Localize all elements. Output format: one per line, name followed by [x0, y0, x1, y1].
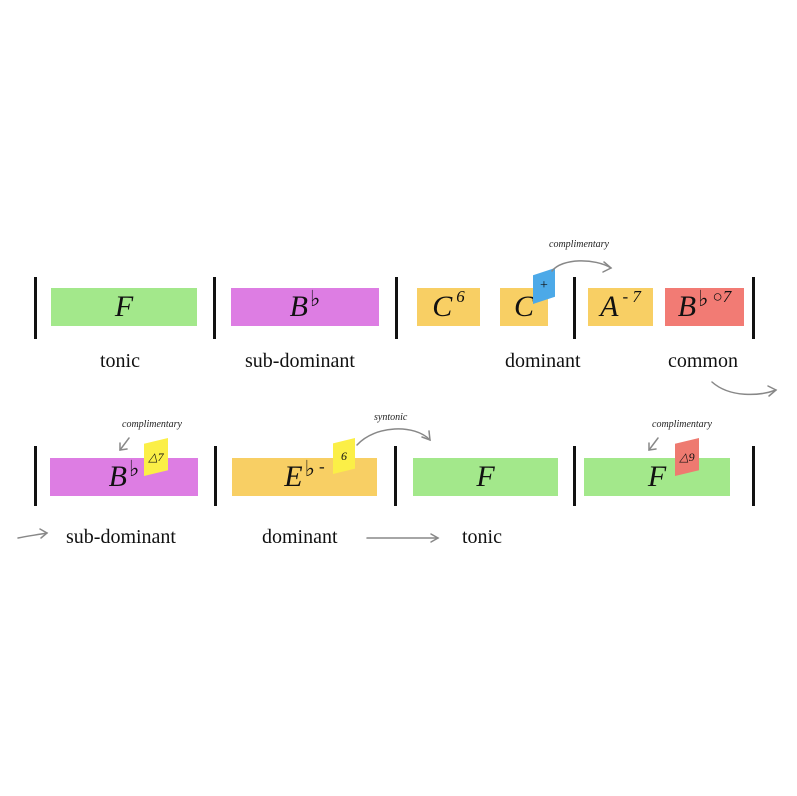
- function-label-tonic: tonic: [100, 350, 140, 372]
- flat-sign: ♭: [128, 456, 140, 481]
- tag-text: +: [540, 278, 548, 293]
- maj9-tag: △9: [675, 438, 699, 476]
- barline: [573, 446, 576, 506]
- arrow-head: [602, 261, 613, 273]
- barline: [752, 277, 755, 339]
- small-arrow: [119, 437, 130, 451]
- tag-text: 6: [341, 448, 347, 463]
- flat-sign: ♭: [698, 286, 709, 311]
- chord-root: B: [108, 460, 127, 493]
- curved-arrow: [356, 428, 431, 446]
- arrow-head: [421, 430, 431, 442]
- chord-extension: ○7: [712, 287, 732, 306]
- annotation-syntonic: syntonic: [374, 412, 408, 423]
- function-label-sub-dominant: sub-dominant: [66, 526, 176, 548]
- chord-root: E: [284, 460, 303, 493]
- chord-root: A: [600, 290, 619, 323]
- chord-f-maj9[interactable]: F: [584, 458, 730, 496]
- chord-b-flat-maj7[interactable]: B ♭: [50, 456, 198, 496]
- small-arrow: [648, 437, 659, 451]
- arrow-head: [119, 442, 128, 451]
- function-label-common: common: [668, 350, 738, 372]
- curved-arrow: [551, 260, 612, 272]
- barline: [395, 277, 398, 339]
- chord-root: F: [647, 460, 667, 493]
- chord-b-flat[interactable]: B ♭: [231, 286, 379, 326]
- chord-a-minor7[interactable]: A- 7: [588, 287, 653, 326]
- arrow-head: [648, 442, 657, 451]
- augmented-tag: +: [533, 268, 555, 304]
- function-label-tonic: tonic: [462, 526, 502, 548]
- barline: [34, 446, 37, 506]
- chord-extension: -: [319, 457, 325, 476]
- flat-sign: ♭: [304, 456, 316, 481]
- chord-root: F: [476, 460, 495, 493]
- curved-arrow: [711, 381, 777, 396]
- arrow-head: [767, 385, 778, 397]
- chord-extension: 6: [456, 287, 465, 306]
- function-label-dominant: dominant: [505, 350, 581, 372]
- chord-root: B: [677, 290, 697, 323]
- chord-b-flat-dim7[interactable]: B ♭ ○7: [665, 286, 744, 326]
- maj7-tag: △7: [144, 438, 168, 476]
- barline: [34, 277, 37, 339]
- chord-c-augmented[interactable]: C: [500, 288, 548, 326]
- chord-extension: - 7: [622, 287, 641, 306]
- annotation-complimentary: complimentary: [652, 419, 712, 430]
- function-label-dominant: dominant: [262, 526, 338, 548]
- chord-root: B: [289, 290, 308, 323]
- chord-root: C: [432, 290, 453, 323]
- chord-root: F: [114, 290, 134, 323]
- annotation-complimentary: complimentary: [122, 419, 182, 430]
- tag-text: △9: [679, 449, 695, 464]
- barline: [394, 446, 397, 506]
- barline: [214, 446, 217, 506]
- barline: [573, 277, 576, 339]
- function-label-sub-dominant: sub-dominant: [245, 350, 355, 372]
- sixth-tag: 6: [333, 438, 355, 474]
- annotation-complimentary: complimentary: [549, 239, 609, 250]
- arrow-head: [39, 528, 49, 539]
- flat-sign: ♭: [309, 286, 321, 311]
- arrow-line: [17, 532, 48, 539]
- tag-text: △7: [148, 449, 164, 464]
- chord-f-tonic[interactable]: F: [413, 458, 558, 496]
- barline: [213, 277, 216, 339]
- arrow-head: [430, 533, 440, 543]
- barline: [752, 446, 755, 506]
- chord-f[interactable]: F: [51, 288, 197, 326]
- chord-root: C: [513, 290, 534, 323]
